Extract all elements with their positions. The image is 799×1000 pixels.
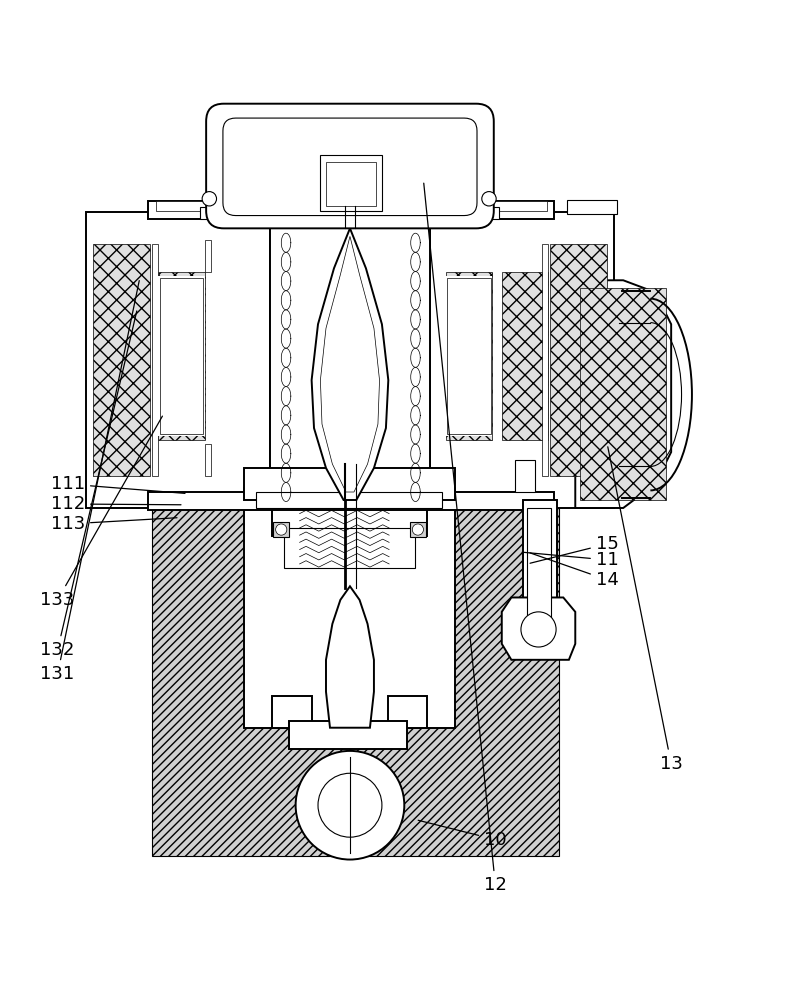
Polygon shape	[312, 228, 388, 500]
Bar	[446, 272, 492, 440]
Circle shape	[202, 192, 217, 206]
Bar	[430, 212, 614, 508]
Bar	[447, 278, 491, 434]
Circle shape	[318, 773, 382, 837]
Polygon shape	[502, 597, 575, 660]
Circle shape	[482, 192, 496, 206]
Bar	[523, 500, 557, 624]
FancyBboxPatch shape	[223, 118, 477, 216]
Bar	[410, 522, 426, 537]
Bar	[205, 444, 211, 476]
Bar	[148, 201, 554, 219]
Text: 132: 132	[40, 311, 137, 659]
Bar	[446, 276, 492, 436]
Bar	[160, 278, 203, 434]
Bar	[152, 244, 158, 476]
Text: 131: 131	[41, 281, 139, 683]
Bar	[272, 696, 312, 728]
Bar	[205, 240, 211, 272]
Text: 15: 15	[530, 535, 618, 563]
Bar	[320, 155, 382, 211]
Bar	[289, 721, 407, 749]
Text: 112: 112	[51, 495, 181, 513]
Bar	[502, 272, 548, 440]
Bar	[388, 696, 427, 728]
Bar	[156, 201, 547, 211]
Circle shape	[276, 524, 287, 535]
Text: 14: 14	[530, 553, 618, 589]
Text: 111: 111	[51, 475, 185, 493]
Bar	[86, 212, 270, 508]
Circle shape	[296, 751, 404, 860]
Bar	[284, 528, 415, 568]
Bar	[270, 212, 430, 500]
Bar	[515, 460, 535, 492]
Bar	[93, 244, 150, 476]
Bar	[256, 492, 442, 508]
Bar	[326, 162, 376, 206]
Bar	[567, 200, 617, 214]
Bar	[272, 472, 427, 536]
Circle shape	[521, 612, 556, 647]
Bar	[527, 508, 551, 620]
Bar	[550, 244, 607, 476]
Text: 133: 133	[40, 416, 162, 609]
FancyBboxPatch shape	[206, 104, 494, 228]
Polygon shape	[326, 586, 374, 728]
Polygon shape	[152, 476, 559, 856]
Bar	[264, 476, 435, 508]
Bar	[467, 207, 499, 219]
Bar	[148, 492, 554, 510]
Text: 11: 11	[522, 551, 618, 569]
Bar	[244, 468, 455, 500]
Circle shape	[412, 524, 423, 535]
Bar	[200, 207, 232, 219]
Bar	[158, 276, 205, 436]
Text: 13: 13	[608, 447, 682, 773]
Bar	[580, 288, 666, 500]
Bar	[542, 244, 548, 476]
Text: 12: 12	[423, 183, 507, 894]
Polygon shape	[575, 280, 671, 508]
Bar	[244, 488, 455, 728]
Bar	[273, 522, 289, 537]
Bar	[158, 272, 205, 440]
Text: 113: 113	[51, 515, 177, 533]
Text: 10: 10	[418, 820, 507, 849]
